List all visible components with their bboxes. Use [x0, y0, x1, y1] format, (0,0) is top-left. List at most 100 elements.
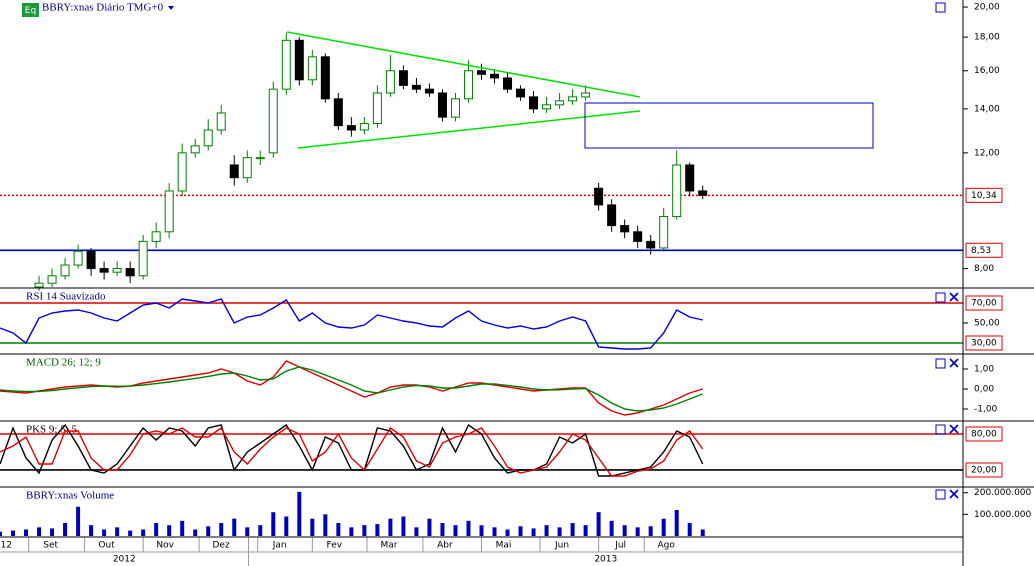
volume-bar [414, 527, 419, 536]
series-line [0, 426, 704, 477]
level-label-box [965, 426, 1003, 442]
x-tick-label: Jun [554, 541, 569, 551]
candle-body [542, 104, 552, 110]
candle-body [385, 70, 395, 94]
y-tick-label: 200.000.000 [974, 488, 1032, 498]
volume-bar [375, 524, 380, 536]
candle-body [568, 96, 578, 102]
level-label: 30,00 [971, 339, 997, 349]
x-tick-label: Mar [380, 541, 397, 551]
dropdown-arrow [168, 6, 174, 10]
badge-text: Eq [25, 6, 36, 16]
candle-body [255, 157, 265, 160]
x-tick-label: Ago [657, 541, 675, 551]
close-button[interactable] [949, 424, 959, 434]
close-button[interactable] [949, 489, 959, 499]
panel-title: MACD 26; 12; 9 [26, 357, 101, 369]
y-tick-label: 18,00 [974, 33, 1000, 43]
panel-title: RSI 14 Suavizado [26, 291, 106, 303]
level-label: 10,34 [971, 191, 997, 201]
panel: RSI 14 Suavizado 50,00 70,00 30,00 [0, 291, 1003, 351]
y-tick-label: 8,00 [974, 264, 994, 274]
candle-body [503, 77, 513, 90]
volume-bar [63, 523, 68, 536]
volume-bar [245, 527, 250, 536]
volume-bar [154, 523, 159, 536]
maximize-button[interactable] [935, 424, 946, 435]
volume-bar [11, 530, 16, 536]
volume-bar [141, 529, 146, 536]
candle-body [463, 70, 473, 100]
candle-body [646, 240, 656, 249]
volume-bar [180, 520, 185, 536]
y-tick-label: 1,00 [974, 365, 994, 375]
candle-body [151, 231, 161, 242]
panel-title: BBRY:xnas Volume [26, 490, 114, 502]
volume-bar [323, 514, 328, 536]
candle-body [177, 152, 187, 192]
badge-icon[interactable] [22, 3, 39, 17]
candle-body [659, 216, 669, 249]
volume-bar [479, 525, 484, 536]
volume-bar [427, 518, 432, 536]
candle-body [112, 268, 122, 273]
maximize-button[interactable] [935, 2, 946, 13]
candle-body [581, 92, 591, 98]
volume-bar [193, 529, 198, 536]
candle-body [307, 56, 317, 81]
x-tick-label: Mai [496, 541, 512, 551]
volume-bar [492, 527, 497, 536]
volume-bar [453, 525, 458, 536]
volume-bar [271, 512, 276, 536]
candle-body [216, 112, 226, 131]
candle-body [398, 70, 408, 86]
volume-bar [609, 520, 614, 536]
candle-body [203, 129, 213, 147]
level-label: 20,00 [971, 465, 997, 475]
candle-body [620, 225, 630, 233]
volume-bar [284, 516, 289, 536]
series-line [0, 366, 703, 412]
panel-buttons [935, 292, 959, 500]
candle-body [372, 92, 382, 124]
x-tick-label: Set [43, 541, 58, 551]
candle-body [450, 98, 460, 118]
volume-bar [115, 527, 120, 536]
panel: MACD 26; 12; 9 1,00 0,00 -1,00 [0, 357, 998, 416]
volume-bar [167, 525, 172, 536]
candle-body [60, 264, 70, 277]
volume-bar [531, 528, 536, 536]
maximize-button[interactable] [935, 489, 946, 500]
close-button[interactable] [949, 292, 959, 302]
x-tick-label: Fev [327, 541, 343, 551]
candle-body [490, 73, 500, 79]
volume-bar [388, 518, 393, 536]
x-tick-label: Abr [437, 541, 453, 551]
volume-bar [232, 518, 237, 536]
volume-bar [349, 527, 354, 536]
close-button[interactable] [949, 358, 959, 368]
candle-body [685, 164, 695, 192]
candle-body [529, 96, 539, 110]
trendline [297, 110, 641, 149]
volume-bar [635, 527, 640, 536]
candle-body [516, 88, 526, 98]
volume-bar [76, 506, 81, 536]
volume-bar [518, 526, 523, 536]
volume-bar [297, 491, 302, 536]
x-tick-label: Jul [614, 541, 626, 551]
candle-body [294, 39, 304, 81]
candle-body [607, 204, 617, 227]
y-tick-label: 12,00 [974, 148, 1000, 158]
level-label: 8,53 [971, 246, 991, 256]
maximize-button[interactable] [935, 358, 946, 369]
panel: BBRY:xnas Diário TMG+0 20,00 18,00 16,00 14,… [0, 2, 1003, 291]
level-label-box [965, 462, 1003, 478]
maximize-button[interactable] [935, 292, 946, 303]
volume-bar [557, 527, 562, 536]
candle-body [99, 268, 109, 273]
volume-bar [700, 529, 705, 536]
rectangle-drawing [584, 102, 874, 149]
y-tick-label: 0,00 [974, 385, 994, 395]
